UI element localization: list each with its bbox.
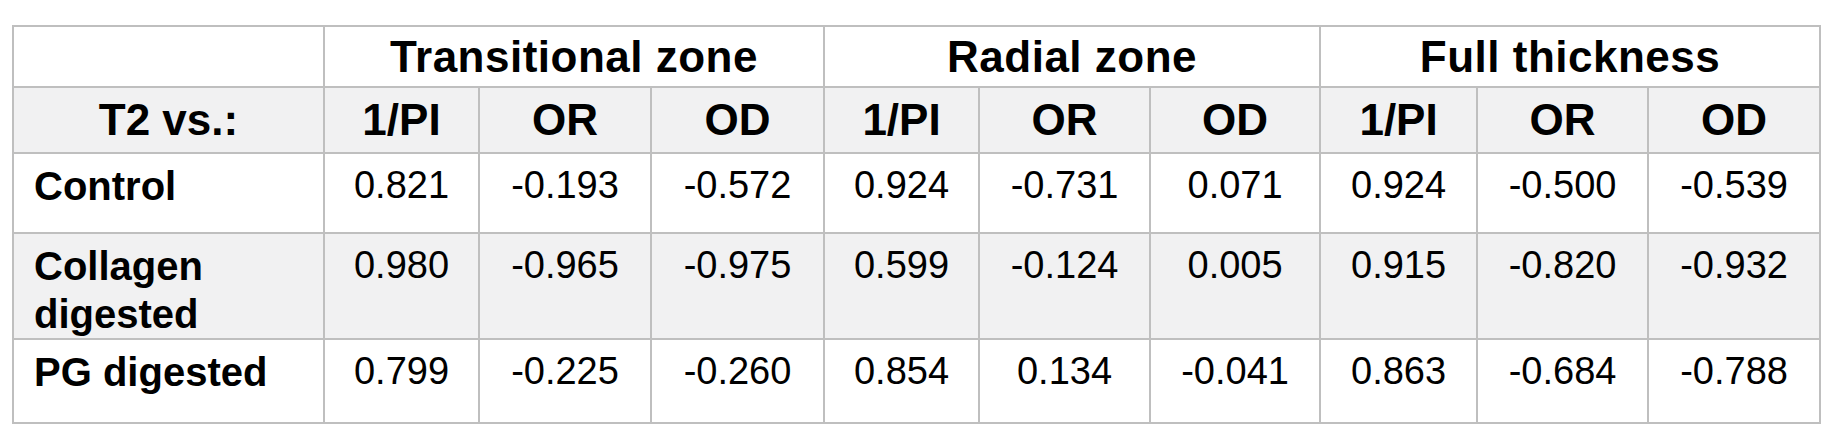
zone-header-row: Transitional zone Radial zone Full thick… bbox=[13, 26, 1820, 87]
zone-header-transitional: Transitional zone bbox=[324, 26, 824, 87]
row-label-collagen-digested: Collagen digested bbox=[13, 233, 324, 339]
value-cell: 0.980 bbox=[324, 233, 479, 339]
value-cell: 0.134 bbox=[979, 339, 1150, 423]
value-cell: -0.820 bbox=[1477, 233, 1648, 339]
metric-header-radial-od: OD bbox=[1150, 87, 1320, 153]
value-cell: 0.863 bbox=[1320, 339, 1477, 423]
metric-header-trans-od: OD bbox=[651, 87, 824, 153]
value-cell: -0.572 bbox=[651, 153, 824, 233]
value-cell: 0.821 bbox=[324, 153, 479, 233]
row-header-label: T2 vs.: bbox=[13, 87, 324, 153]
metric-header-trans-1pi: 1/PI bbox=[324, 87, 479, 153]
value-cell: -0.260 bbox=[651, 339, 824, 423]
zone-header-full-thickness: Full thickness bbox=[1320, 26, 1820, 87]
metric-header-trans-or: OR bbox=[479, 87, 651, 153]
value-cell: 0.799 bbox=[324, 339, 479, 423]
value-cell: 0.924 bbox=[1320, 153, 1477, 233]
value-cell: -0.684 bbox=[1477, 339, 1648, 423]
metric-header-row: T2 vs.: 1/PI OR OD 1/PI OR OD 1/PI OR OD bbox=[13, 87, 1820, 153]
value-cell: -0.041 bbox=[1150, 339, 1320, 423]
t2-correlation-table: Transitional zone Radial zone Full thick… bbox=[12, 25, 1821, 424]
correlation-table-container: Transitional zone Radial zone Full thick… bbox=[12, 25, 1821, 424]
table-row-collagen-digested: Collagen digested 0.980 -0.965 -0.975 0.… bbox=[13, 233, 1820, 339]
table-row-control: Control 0.821 -0.193 -0.572 0.924 -0.731… bbox=[13, 153, 1820, 233]
value-cell: -0.975 bbox=[651, 233, 824, 339]
value-cell: -0.225 bbox=[479, 339, 651, 423]
metric-header-radial-or: OR bbox=[979, 87, 1150, 153]
metric-header-full-or: OR bbox=[1477, 87, 1648, 153]
row-label-pg-digested: PG digested bbox=[13, 339, 324, 423]
zone-header-radial: Radial zone bbox=[824, 26, 1320, 87]
metric-header-full-1pi: 1/PI bbox=[1320, 87, 1477, 153]
value-cell: 0.924 bbox=[824, 153, 979, 233]
metric-header-radial-1pi: 1/PI bbox=[824, 87, 979, 153]
metric-header-full-od: OD bbox=[1648, 87, 1820, 153]
value-cell: -0.965 bbox=[479, 233, 651, 339]
value-cell: 0.005 bbox=[1150, 233, 1320, 339]
value-cell: 0.071 bbox=[1150, 153, 1320, 233]
value-cell: 0.854 bbox=[824, 339, 979, 423]
value-cell: -0.932 bbox=[1648, 233, 1820, 339]
value-cell: -0.788 bbox=[1648, 339, 1820, 423]
value-cell: -0.539 bbox=[1648, 153, 1820, 233]
value-cell: -0.193 bbox=[479, 153, 651, 233]
value-cell: -0.500 bbox=[1477, 153, 1648, 233]
value-cell: -0.731 bbox=[979, 153, 1150, 233]
value-cell: 0.599 bbox=[824, 233, 979, 339]
table-row-pg-digested: PG digested 0.799 -0.225 -0.260 0.854 0.… bbox=[13, 339, 1820, 423]
value-cell: -0.124 bbox=[979, 233, 1150, 339]
value-cell: 0.915 bbox=[1320, 233, 1477, 339]
row-label-control: Control bbox=[13, 153, 324, 233]
corner-empty-cell bbox=[13, 26, 324, 87]
